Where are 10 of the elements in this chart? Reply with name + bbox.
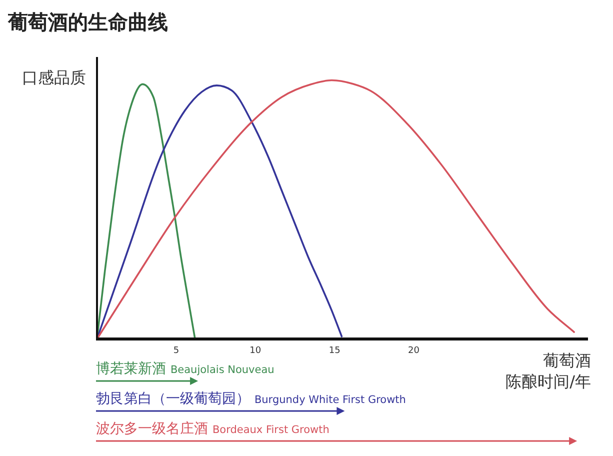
- text: 勃艮第白（一级葡萄园） Burgundy White First Growth: [96, 391, 406, 407]
- chart-title: 葡萄酒的生命曲线: [7, 10, 168, 34]
- y-axis-title: 口感品质: [22, 68, 86, 87]
- x-axis-title: 葡萄酒陈酿时间/年: [506, 351, 591, 391]
- x-tick-label: 5: [173, 346, 180, 356]
- x-tick-label: 10: [250, 346, 262, 356]
- x-tick-label: 15: [328, 346, 340, 356]
- series-label: 博若莱新酒 Beaujolais Nouveau: [96, 361, 274, 377]
- text: 波尔多一级名庄酒 Bordeaux First Growth: [96, 421, 330, 437]
- x-tick-label: 20: [408, 346, 420, 356]
